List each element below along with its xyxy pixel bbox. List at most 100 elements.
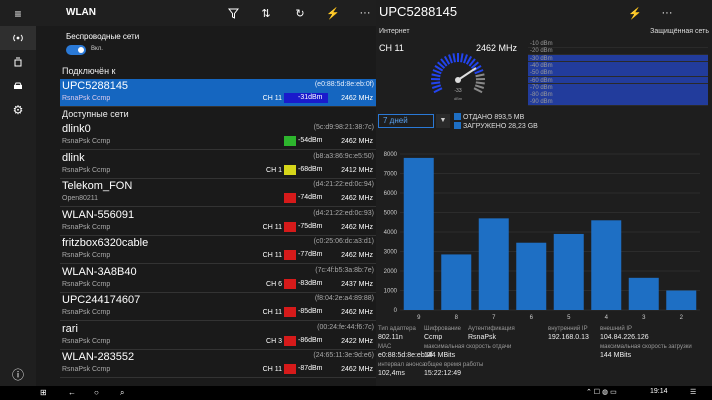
info-value: 144 MBits bbox=[600, 352, 632, 359]
y-tick-label: 8000 bbox=[384, 152, 398, 158]
info-item: Шифрование Ccmp bbox=[424, 326, 461, 342]
home-icon[interactable]: ○ bbox=[94, 388, 99, 397]
legend-swatch bbox=[454, 122, 461, 129]
x-tick-label: 9 bbox=[417, 315, 421, 321]
network-list-panel: WLAN ⇅ ↻ ⚡ ··· Беспроводные сети Вкл. По… bbox=[36, 0, 376, 386]
signal-meter: -83dBm bbox=[284, 278, 330, 289]
tray-icons: ⌃ ☐ ◍ ▭ bbox=[586, 389, 617, 396]
x-tick-label: 4 bbox=[605, 315, 609, 321]
network-row[interactable]: WLAN-556091 RsnaPsk Ccmp (d4:21:22:ed:0c:9… bbox=[60, 208, 376, 236]
network-ssid: WLAN-556091 bbox=[62, 208, 135, 221]
settings-icon[interactable]: ⚙ bbox=[12, 103, 24, 117]
sort-icon[interactable]: ⇅ bbox=[261, 7, 271, 20]
info-icon[interactable]: ⓘ bbox=[11, 367, 24, 382]
signal-strength: -54dBm bbox=[298, 137, 323, 144]
network-frequency: 2462 MHz bbox=[341, 366, 373, 373]
info-item: Тип адаптера 802.11n bbox=[378, 326, 416, 342]
signal-bar bbox=[284, 278, 296, 289]
signal-meter: -31dBm bbox=[284, 93, 330, 103]
gauge-tick bbox=[460, 53, 464, 63]
network-row[interactable]: Telekom_FON Open80211 (d4:21:22:ed:0c:94) -… bbox=[60, 179, 376, 207]
detail-title: UPC5288145 bbox=[379, 4, 458, 19]
legend-received-label: ЗАГРУЖЕНО 28,23 GB bbox=[463, 123, 538, 130]
signal-bar bbox=[284, 221, 296, 232]
signal-meter: -85dBm bbox=[284, 307, 330, 317]
windows-icon[interactable]: ⊞ bbox=[40, 388, 47, 397]
wireless-toggle[interactable] bbox=[66, 45, 86, 55]
signal-strength: -68dBm bbox=[298, 165, 323, 173]
gauge-tick bbox=[437, 61, 446, 69]
network-security: RsnaPsk Ccmp bbox=[62, 366, 111, 373]
signal-bar bbox=[284, 136, 296, 146]
wifi-icon[interactable] bbox=[0, 26, 36, 50]
network-channel: CH 11 bbox=[262, 95, 282, 102]
connected-network-row[interactable]: UPC5288145 RsnaPsk Ccmp (e0:88:5d:8e:eb:… bbox=[60, 79, 376, 107]
network-security: RsnaPsk Ccmp bbox=[62, 138, 111, 145]
chevron-down-icon[interactable]: ▼ bbox=[436, 114, 450, 128]
dbm-scale-row: -90 dBm bbox=[528, 98, 708, 107]
network-row[interactable]: dlink0 RsnaPsk Ccmp (5c:d9:98:21:38:7c) -54… bbox=[60, 122, 376, 150]
detail-frequency: 2462 MHz bbox=[476, 43, 518, 53]
network-row[interactable]: WLAN-3A8B40 RsnaPsk Ccmp (7c:4f:b5:3a:8b:7… bbox=[60, 265, 376, 293]
network-channel: CH 11 bbox=[262, 252, 282, 259]
network-row[interactable]: fritzbox6320cable RsnaPsk Ccmp (c0:25:06:d… bbox=[60, 236, 376, 264]
info-item: внутренний IP 192.168.0.13 bbox=[548, 326, 589, 342]
network-row[interactable]: dlink RsnaPsk Ccmp (b8:a3:86:9c:e5:50) CH 1… bbox=[60, 151, 376, 179]
more-icon[interactable]: ··· bbox=[661, 7, 673, 19]
info-label: общее время работы bbox=[424, 362, 484, 368]
network-row[interactable]: UPC244174607 RsnaPsk Ccmp (f8:04:2e:a4:89:… bbox=[60, 293, 376, 321]
disconnect-icon[interactable]: ⚡ bbox=[628, 7, 642, 20]
router-icon[interactable] bbox=[0, 50, 36, 74]
network-mac: (d4:21:22:ed:0c:94) bbox=[313, 181, 374, 188]
available-section-header: Доступные сети bbox=[62, 109, 129, 119]
back-icon[interactable]: ← bbox=[68, 388, 76, 397]
network-security: RsnaPsk Ccmp bbox=[62, 252, 111, 259]
y-tick-label: 4000 bbox=[384, 230, 398, 236]
signal-meter: -54dBm bbox=[284, 136, 330, 146]
x-tick-label: 5 bbox=[567, 315, 571, 321]
info-value: 192.168.0.13 bbox=[548, 334, 589, 341]
signal-bar bbox=[284, 307, 296, 317]
x-tick-label: 8 bbox=[455, 315, 459, 321]
menu-icon[interactable]: ≡ bbox=[14, 7, 22, 21]
chart-bar bbox=[553, 233, 584, 310]
info-value: 102,4ms bbox=[378, 370, 405, 377]
period-select[interactable]: 7 дней bbox=[378, 114, 434, 128]
network-mac: (b8:a3:86:9c:e5:50) bbox=[313, 152, 374, 160]
network-security: RsnaPsk Ccmp bbox=[62, 337, 111, 345]
app-title: WLAN bbox=[66, 7, 96, 18]
legend-sent-label: ОТДАНО 893,5 MB bbox=[463, 114, 525, 121]
network-mac: (7c:4f:b5:3a:8b:7e) bbox=[315, 266, 374, 274]
refresh-icon[interactable]: ↻ bbox=[295, 7, 305, 20]
app-header: WLAN ⇅ ↻ ⚡ ··· bbox=[36, 0, 376, 26]
network-mac: (c0:25:06:dc:a3:d1) bbox=[313, 238, 374, 245]
y-tick-label: 5000 bbox=[384, 211, 398, 217]
notifications-icon[interactable]: ☰ bbox=[690, 389, 697, 396]
network-security: RsnaPsk Ccmp bbox=[62, 166, 111, 174]
info-value: e0:88:5d:8e:eb:0f bbox=[378, 352, 433, 359]
gauge-tick bbox=[443, 55, 451, 65]
gauge-tick bbox=[475, 81, 485, 85]
y-tick-label: 1000 bbox=[384, 289, 398, 295]
x-tick-label: 3 bbox=[642, 315, 646, 321]
chart-bar bbox=[403, 157, 434, 310]
network-security: RsnaPsk Ccmp bbox=[62, 95, 111, 102]
signal-strength: -31dBm bbox=[298, 94, 323, 101]
network-row[interactable]: rari RsnaPsk Ccmp (00:24:fe:44:f6:7c) CH 3 -… bbox=[60, 322, 376, 350]
network-row[interactable]: WLAN-283552 RsnaPsk Ccmp (24:65:11:3e:9d:e… bbox=[60, 350, 376, 378]
info-label: максимальная скорость загрузки bbox=[600, 344, 692, 350]
info-value: RsnaPsk bbox=[468, 334, 497, 341]
car-icon[interactable] bbox=[0, 74, 36, 98]
gauge-tick bbox=[474, 84, 485, 89]
wireless-networks-label: Беспроводные сети bbox=[66, 32, 140, 41]
taskbar-time: 19:14 bbox=[650, 388, 668, 395]
more-icon[interactable]: ··· bbox=[359, 7, 371, 19]
network-frequency: 2462 MHz bbox=[341, 195, 373, 202]
info-label: Аутентификация bbox=[468, 326, 515, 332]
disconnect-icon[interactable]: ⚡ bbox=[326, 7, 340, 20]
filter-icon[interactable] bbox=[224, 4, 242, 22]
chart-bar bbox=[441, 254, 472, 310]
network-frequency: 2462 MHz bbox=[341, 138, 373, 145]
search-icon[interactable]: ⌕ bbox=[120, 388, 125, 397]
